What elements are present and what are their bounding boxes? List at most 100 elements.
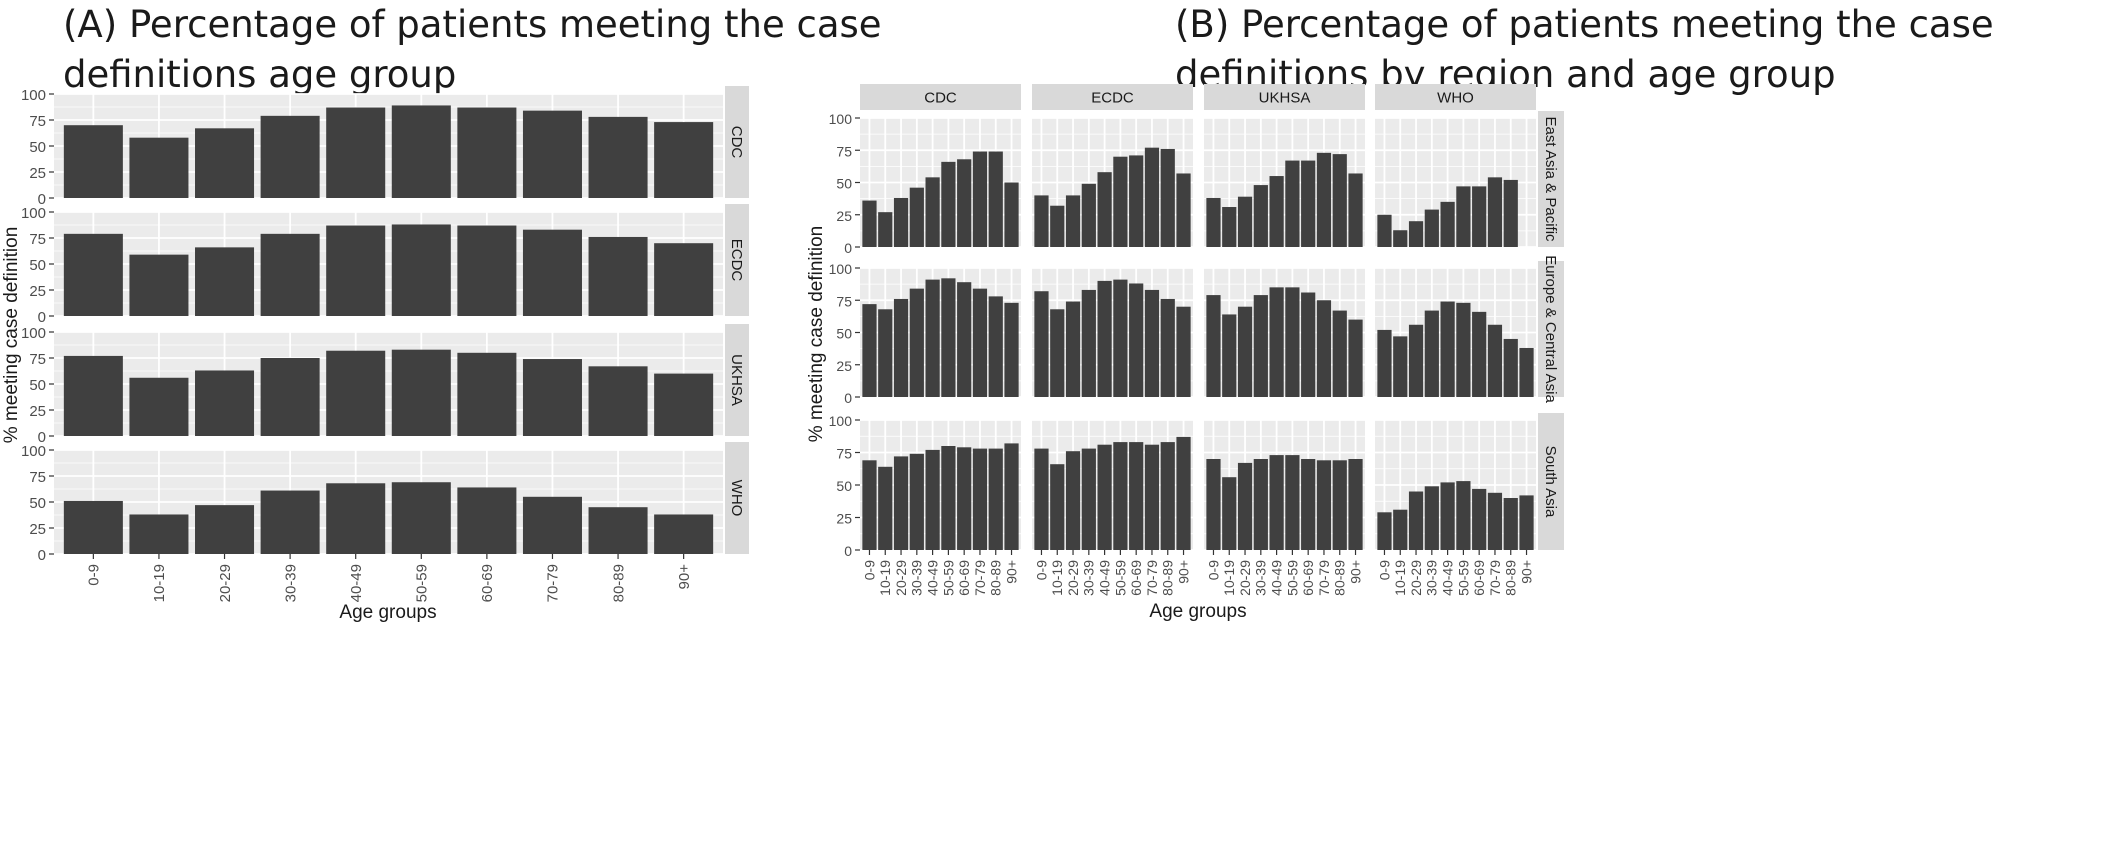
chart-a-ecdc-bar-60-69 bbox=[457, 225, 517, 316]
chart-a-cdc-y-tick-label: 100 bbox=[21, 87, 46, 104]
chart-a-ukhsa-bar-20-29 bbox=[195, 370, 255, 436]
chart-b-ecdc-south-asia-x-tick-label: 30-39 bbox=[1081, 560, 1097, 596]
chart-b-ukhsa-south-asia-bar-50-59 bbox=[1285, 455, 1300, 550]
chart-b-ukhsa-east-asia-pacific-bar-20-29 bbox=[1237, 196, 1253, 247]
chart-b-cdc-east-asia-pacific-y-tick-label: 0 bbox=[844, 240, 852, 256]
chart-b-cdc-south-asia-x-tick-label: 30-39 bbox=[909, 560, 925, 596]
chart-b-cdc-europe-central-asia-y-tick-label: 100 bbox=[829, 261, 853, 277]
chart-a-ukhsa-bar-40-49 bbox=[326, 350, 386, 436]
chart-b-ecdc-europe-central-asia-bar-0-9 bbox=[1034, 291, 1049, 397]
chart-b-ecdc-east-asia-pacific-bar-30-39 bbox=[1081, 183, 1096, 247]
chart-b-x-axis-title: Age groups bbox=[1149, 601, 1246, 622]
chart-a-who-x-tick-label: 40-49 bbox=[348, 564, 365, 602]
chart-a-who-x-tick-label: 80-89 bbox=[610, 564, 627, 602]
chart-b-ukhsa-europe-central-asia-bar-90+ bbox=[1348, 319, 1363, 397]
chart-b-cdc-east-asia-pacific-bar-80-89 bbox=[988, 151, 1003, 247]
chart-b-ukhsa-europe-central-asia-bar-30-39 bbox=[1253, 295, 1268, 397]
chart-b-cdc-south-asia-bar-30-39 bbox=[909, 453, 924, 550]
chart-b-cdc-east-asia-pacific-bar-90+ bbox=[1004, 182, 1019, 247]
chart-a-cdc-strip-label: CDC bbox=[728, 126, 745, 159]
chart-a-who-bar-50-59 bbox=[391, 482, 451, 554]
chart-a-ecdc-strip-label: ECDC bbox=[728, 239, 745, 282]
chart-a-ecdc-bar-10-19 bbox=[129, 254, 189, 316]
chart-b-ukhsa-south-asia-x-tick-label: 70-79 bbox=[1316, 560, 1332, 596]
chart-a-cdc-y-tick-label: 0 bbox=[38, 191, 46, 208]
chart-b-ecdc-south-asia-x-tick-label: 40-49 bbox=[1097, 560, 1113, 596]
chart-a-ukhsa-bar-30-39 bbox=[260, 358, 320, 436]
chart-b-ukhsa-europe-central-asia-bar-40-49 bbox=[1269, 287, 1284, 397]
chart-b-ecdc-europe-central-asia-bar-70-79 bbox=[1144, 289, 1160, 397]
chart-b-cdc-east-asia-pacific-bar-60-69 bbox=[957, 159, 972, 247]
chart-b-who-europe-central-asia-bar-80-89 bbox=[1503, 338, 1518, 397]
chart-b-cdc-south-asia-y-tick-label: 100 bbox=[829, 413, 853, 429]
chart-b-col-who-strip-label: WHO bbox=[1437, 89, 1474, 106]
chart-b-ecdc-east-asia-pacific-bar-50-59 bbox=[1113, 156, 1128, 247]
chart-b-row-south-asia-strip bbox=[1538, 413, 1564, 550]
chart-b-ukhsa-south-asia-bar-20-29 bbox=[1237, 462, 1253, 550]
chart-b-who-east-asia-pacific-bar-10-19 bbox=[1393, 230, 1408, 247]
chart-b-ecdc-europe-central-asia-bar-10-19 bbox=[1050, 309, 1065, 397]
chart-b-row-south-asia-strip-label: South Asia bbox=[1542, 446, 1559, 518]
chart-a-ukhsa-bar-60-69 bbox=[457, 352, 517, 436]
chart-b-cdc-europe-central-asia-y-tick-label: 25 bbox=[836, 358, 852, 374]
chart-b-ukhsa-east-asia-pacific-bar-70-79 bbox=[1316, 152, 1332, 247]
chart-b-row-east-asia-pacific-strip bbox=[1538, 111, 1564, 247]
chart-b-col-ecdc-strip-label: ECDC bbox=[1091, 89, 1134, 106]
chart-a-who-y-tick-label: 100 bbox=[21, 443, 46, 460]
chart-b-ukhsa-europe-central-asia-bar-10-19 bbox=[1222, 314, 1237, 397]
chart-a-cdc-bar-50-59 bbox=[391, 105, 451, 198]
chart-b-ukhsa-europe-central-asia-bar-80-89 bbox=[1332, 310, 1347, 397]
chart-a-who-x-tick-label: 90+ bbox=[676, 564, 693, 590]
chart-a-ukhsa-strip-label: UKHSA bbox=[728, 354, 745, 406]
chart-b-who-europe-central-asia-bar-70-79 bbox=[1487, 324, 1503, 397]
chart-a-who-strip-label: WHO bbox=[728, 480, 745, 517]
chart-b-cdc-europe-central-asia-bar-0-9 bbox=[862, 304, 877, 397]
chart-a-who-x-tick-label: 60-69 bbox=[479, 564, 496, 602]
chart-a-cdc-bar-60-69 bbox=[457, 107, 517, 198]
chart-a-who-bar-40-49 bbox=[326, 483, 386, 554]
chart-b-who-europe-central-asia-bar-40-49 bbox=[1440, 301, 1455, 397]
chart-b-ecdc-south-asia-bar-50-59 bbox=[1113, 442, 1128, 550]
chart-a-cdc-bar-90+ bbox=[654, 122, 714, 198]
chart-b-ukhsa-south-asia-bar-0-9 bbox=[1206, 459, 1221, 550]
chart-a-ukhsa-bar-0-9 bbox=[63, 355, 123, 436]
chart-b-ukhsa-europe-central-asia-bar-60-69 bbox=[1301, 292, 1316, 397]
chart-a-ecdc-strip bbox=[725, 204, 749, 316]
chart-b-who-east-asia-pacific-bar-70-79 bbox=[1487, 177, 1503, 247]
chart-b-ecdc-south-asia-x-tick-label: 50-59 bbox=[1112, 560, 1128, 596]
chart-b-col-cdc-strip bbox=[860, 84, 1021, 110]
chart-a-ecdc-bar-50-59 bbox=[391, 224, 451, 316]
chart-b-who-south-asia-x-tick-label: 80-89 bbox=[1503, 560, 1519, 596]
chart-b-cdc-south-asia-bar-40-49 bbox=[925, 449, 940, 550]
chart-b-cdc-south-asia-x-tick-label: 40-49 bbox=[925, 560, 941, 596]
chart-a-who-y-tick-label: 0 bbox=[38, 547, 46, 564]
chart-b-who-south-asia-x-tick-label: 0-9 bbox=[1376, 560, 1392, 580]
chart-a-who-x-tick-label: 0-9 bbox=[86, 564, 103, 586]
chart-b-ukhsa-south-asia-x-tick-label: 0-9 bbox=[1205, 560, 1221, 580]
chart-a-who-x-tick-label: 50-59 bbox=[414, 564, 431, 602]
chart-b-cdc-south-asia-bar-50-59 bbox=[941, 446, 956, 550]
chart-b-ecdc-south-asia-x-tick-label: 10-19 bbox=[1049, 560, 1065, 596]
chart-b-ukhsa-south-asia-x-tick-label: 90+ bbox=[1347, 560, 1363, 584]
chart-b-cdc-east-asia-pacific-y-tick-label: 75 bbox=[836, 143, 852, 159]
chart-b-who-south-asia-bar-20-29 bbox=[1408, 491, 1424, 550]
chart-b-cdc-east-asia-pacific-y-tick-label: 25 bbox=[836, 208, 852, 224]
chart-b-who-europe-central-asia-bar-50-59 bbox=[1456, 302, 1471, 397]
chart-a-cdc-y-tick-label: 25 bbox=[29, 165, 46, 182]
chart-b-who-south-asia-x-tick-label: 10-19 bbox=[1392, 560, 1408, 596]
chart-b-who-europe-central-asia-bar-10-19 bbox=[1393, 336, 1408, 397]
chart-a-ecdc-bar-90+ bbox=[654, 243, 714, 316]
chart-b-cdc-south-asia-x-tick-label: 0-9 bbox=[861, 560, 877, 580]
chart-b-who-south-asia-bar-90+ bbox=[1519, 495, 1534, 550]
chart-b-ukhsa-europe-central-asia-bar-70-79 bbox=[1316, 300, 1332, 397]
chart-b-ecdc-south-asia-bar-0-9 bbox=[1034, 448, 1049, 550]
chart-b-ecdc-south-asia-x-tick-label: 70-79 bbox=[1144, 560, 1160, 596]
chart-b-ukhsa-east-asia-pacific-bar-30-39 bbox=[1253, 185, 1268, 247]
chart-a-cdc-strip bbox=[725, 86, 749, 198]
chart-a-x-axis-title: Age groups bbox=[339, 602, 436, 623]
chart-b-who-east-asia-pacific-bar-20-29 bbox=[1408, 221, 1424, 247]
chart-a-cdc-bar-20-29 bbox=[195, 128, 255, 198]
chart-b-cdc-south-asia-bar-60-69 bbox=[957, 447, 972, 550]
chart-b-ecdc-east-asia-pacific-bar-60-69 bbox=[1129, 155, 1144, 247]
